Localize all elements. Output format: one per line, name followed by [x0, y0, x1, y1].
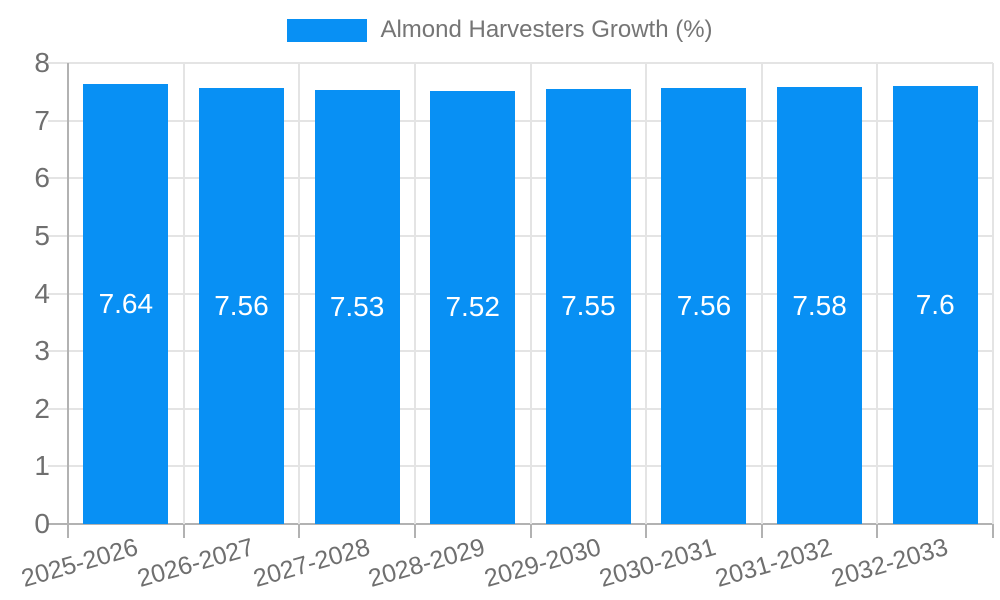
plot-area: 7.64 7.56 7.53 7.52 7.55 7.56 7.58 7.6	[48, 62, 994, 538]
bar	[314, 90, 400, 524]
x-axis-category-label: 2030-2031	[596, 533, 720, 593]
x-axis-category-label: 2031-2032	[712, 533, 836, 593]
bar-value-label: 7.56	[676, 290, 732, 322]
x-axis-tick	[760, 524, 763, 538]
bar-value-label: 7.53	[329, 291, 385, 323]
gridline-horizontal	[48, 119, 993, 122]
bar-value-label: 7.55	[561, 290, 616, 322]
bar	[777, 87, 863, 524]
gridline-vertical	[182, 63, 185, 524]
gridline-horizontal	[48, 234, 993, 237]
bar-value-label: 7.64	[98, 287, 154, 319]
x-axis-tick	[67, 524, 69, 538]
y-axis-line	[67, 63, 69, 524]
gridline-vertical	[298, 63, 301, 524]
legend-swatch	[287, 18, 368, 42]
y-axis-tick-label: 8	[34, 47, 50, 78]
bar	[545, 88, 631, 524]
bar	[198, 88, 284, 524]
gridline-horizontal	[48, 350, 993, 353]
x-axis-category-label: 2025-2026	[18, 533, 142, 593]
bar-value-label: 7.52	[445, 291, 500, 323]
x-axis-category-label: 2032-2033	[827, 533, 951, 593]
x-axis-baseline	[48, 523, 993, 525]
x-axis-tick	[298, 524, 301, 538]
y-axis-tick-label: 0	[34, 508, 50, 539]
y-axis-tick-label: 6	[34, 162, 50, 194]
y-axis-tick-label: 5	[34, 219, 50, 251]
gridline-vertical	[529, 63, 532, 524]
x-axis-category-label: 2027-2028	[249, 533, 373, 593]
y-axis-tick-label: 3	[34, 335, 50, 367]
gridline-vertical	[645, 63, 648, 524]
y-axis-tick-label: 4	[34, 277, 50, 309]
x-axis-category-label: 2026-2027	[134, 533, 257, 593]
legend-label: Almond Harvesters Growth (%)	[380, 16, 713, 43]
bar	[83, 83, 169, 524]
gridline-horizontal	[48, 62, 993, 64]
x-axis-tick	[992, 524, 994, 538]
y-axis-tick-label: 7	[34, 104, 50, 136]
bar	[892, 86, 978, 524]
bar-value-label: 7.6	[915, 289, 955, 321]
bar	[661, 88, 747, 524]
gridline-vertical	[876, 63, 879, 524]
gridline-horizontal	[48, 292, 993, 295]
gridline-horizontal	[48, 465, 993, 468]
gridline-horizontal	[48, 407, 993, 410]
x-axis-category-label: 2028-2029	[365, 533, 489, 593]
x-axis-tick	[876, 524, 879, 538]
x-axis-tick	[645, 524, 648, 538]
x-axis-tick	[529, 524, 532, 538]
gridline-horizontal	[48, 177, 993, 180]
x-axis-tick	[413, 524, 416, 538]
x-axis-category-label: 2029-2030	[481, 533, 604, 593]
legend: Almond Harvesters Growth (%)	[0, 17, 1000, 43]
bar-value-label: 7.56	[214, 290, 269, 322]
gridline-vertical	[992, 63, 994, 524]
y-axis-tick-label: 2	[34, 392, 50, 424]
gridline-vertical	[413, 63, 416, 524]
bar	[430, 90, 516, 524]
y-axis-tick-label: 1	[34, 450, 50, 482]
x-axis-tick	[182, 524, 185, 538]
bar-value-label: 7.58	[792, 289, 847, 321]
gridline-vertical	[760, 63, 763, 524]
